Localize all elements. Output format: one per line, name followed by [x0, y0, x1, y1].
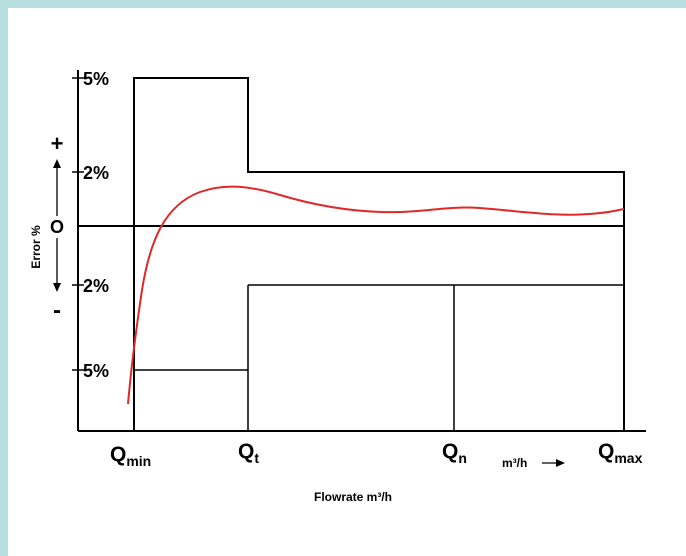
label-qmax: Qmax: [598, 440, 643, 466]
ytick-plus5: 5%: [83, 69, 109, 89]
up-arrow-head: [53, 159, 61, 168]
label-qt-sub: t: [254, 450, 259, 466]
label-qn-sub: n: [458, 450, 467, 466]
label-qmin-sub: min: [126, 453, 151, 469]
label-qmax-main: Q: [598, 440, 614, 463]
ytick-minus5: 5%: [83, 361, 109, 381]
label-qmin: Qmin: [110, 443, 151, 469]
label-qt-main: Q: [238, 440, 254, 463]
zero-marker: O: [50, 217, 64, 237]
ytick-minus2: 2%: [83, 276, 109, 296]
error-curve: [127, 185, 625, 405]
label-qn: Qn: [442, 440, 467, 466]
upper-limit-line: [133, 77, 625, 431]
diagram-panel: [8, 8, 686, 556]
flowrate-caption: Flowrate m³/h: [314, 490, 392, 504]
flow-unit-arrow-head: [556, 459, 565, 467]
minus-sign: -: [53, 297, 61, 324]
label-qt: Qt: [238, 440, 259, 466]
label-qmin-main: Q: [110, 443, 126, 466]
label-qmax-sub: max: [614, 450, 642, 466]
flow-unit-label: m³/h: [502, 456, 527, 470]
label-qn-main: Q: [442, 440, 458, 463]
plus-sign: +: [51, 131, 64, 156]
down-arrow-head: [53, 283, 61, 292]
ytick-plus2: 2%: [83, 163, 109, 183]
y-axis-title: Error %: [29, 225, 43, 269]
